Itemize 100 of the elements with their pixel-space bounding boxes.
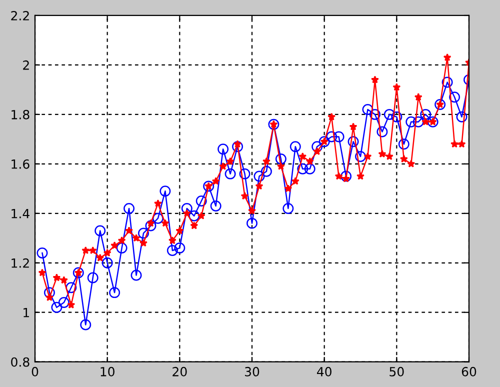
point <box>342 174 350 182</box>
point <box>414 92 422 101</box>
point <box>182 209 191 217</box>
point <box>298 152 307 160</box>
point <box>232 141 244 152</box>
point <box>94 225 106 236</box>
point <box>355 151 366 162</box>
point <box>356 172 364 180</box>
x-tick-label: 60 <box>462 366 476 376</box>
y-tick-label: 1.8 <box>12 110 30 120</box>
point <box>391 111 402 122</box>
point <box>188 210 200 222</box>
point <box>275 153 286 164</box>
point <box>239 168 250 180</box>
point <box>248 206 256 214</box>
x-tick-label: 10 <box>100 366 114 376</box>
point <box>420 108 432 120</box>
point <box>260 166 272 177</box>
point <box>400 154 408 162</box>
point <box>313 147 322 156</box>
point <box>103 248 112 256</box>
point <box>80 319 92 330</box>
point <box>328 112 336 120</box>
point <box>224 168 236 180</box>
point <box>348 136 359 148</box>
point <box>174 242 186 254</box>
point <box>145 220 156 232</box>
x-tick-label: 30 <box>245 366 260 376</box>
point <box>362 104 374 115</box>
y-tick-label: 1.2 <box>12 258 29 268</box>
point <box>196 196 207 207</box>
point <box>110 241 119 250</box>
point <box>82 246 90 254</box>
point <box>44 287 55 298</box>
point <box>210 200 222 212</box>
y-tick-label: 2.2 <box>11 10 29 20</box>
point <box>262 157 270 165</box>
point <box>166 245 178 256</box>
point <box>458 140 466 148</box>
point <box>96 254 104 262</box>
point <box>212 177 220 185</box>
point <box>369 108 380 120</box>
x-tick-label: 20 <box>172 366 187 376</box>
point <box>297 163 308 174</box>
point <box>370 76 379 84</box>
point <box>304 163 316 174</box>
point <box>349 122 358 130</box>
point <box>116 242 128 254</box>
point <box>240 192 249 200</box>
point <box>456 111 468 122</box>
point <box>234 140 242 148</box>
point <box>219 162 228 170</box>
y-tick-label: 1 <box>24 308 29 318</box>
point <box>38 268 46 276</box>
point <box>326 131 338 142</box>
point <box>254 170 265 182</box>
point <box>52 274 61 282</box>
point <box>140 238 148 247</box>
point <box>154 199 162 208</box>
point <box>306 157 314 165</box>
point <box>66 282 77 294</box>
point <box>226 157 234 165</box>
point <box>161 219 170 227</box>
point <box>385 152 394 160</box>
point <box>58 296 70 308</box>
point <box>282 202 294 214</box>
point <box>442 76 453 88</box>
point <box>102 257 113 268</box>
point <box>340 170 352 182</box>
point <box>176 226 184 234</box>
point <box>333 131 344 142</box>
point <box>36 248 48 258</box>
point <box>276 162 285 170</box>
point <box>449 92 460 103</box>
point <box>181 202 192 214</box>
point <box>290 141 301 152</box>
point <box>146 219 155 227</box>
x-tick-label: 50 <box>390 366 404 376</box>
x-tick-label: 0 <box>32 366 38 376</box>
point <box>291 177 300 185</box>
point <box>364 152 372 160</box>
point <box>51 302 62 313</box>
y-tick-label: 1.4 <box>12 209 30 218</box>
point <box>132 234 140 242</box>
point <box>384 108 395 120</box>
point <box>443 53 452 62</box>
point <box>450 140 459 148</box>
point <box>376 126 388 138</box>
point <box>125 226 134 234</box>
point <box>398 138 410 150</box>
point <box>152 212 164 224</box>
point <box>392 83 401 91</box>
y-tick-label: 1.6 <box>12 159 30 169</box>
point <box>406 116 417 128</box>
point <box>45 293 54 302</box>
point <box>109 287 120 298</box>
point <box>334 172 343 180</box>
point <box>88 246 97 254</box>
point <box>168 236 176 244</box>
y-tick-label: 2 <box>23 60 29 70</box>
